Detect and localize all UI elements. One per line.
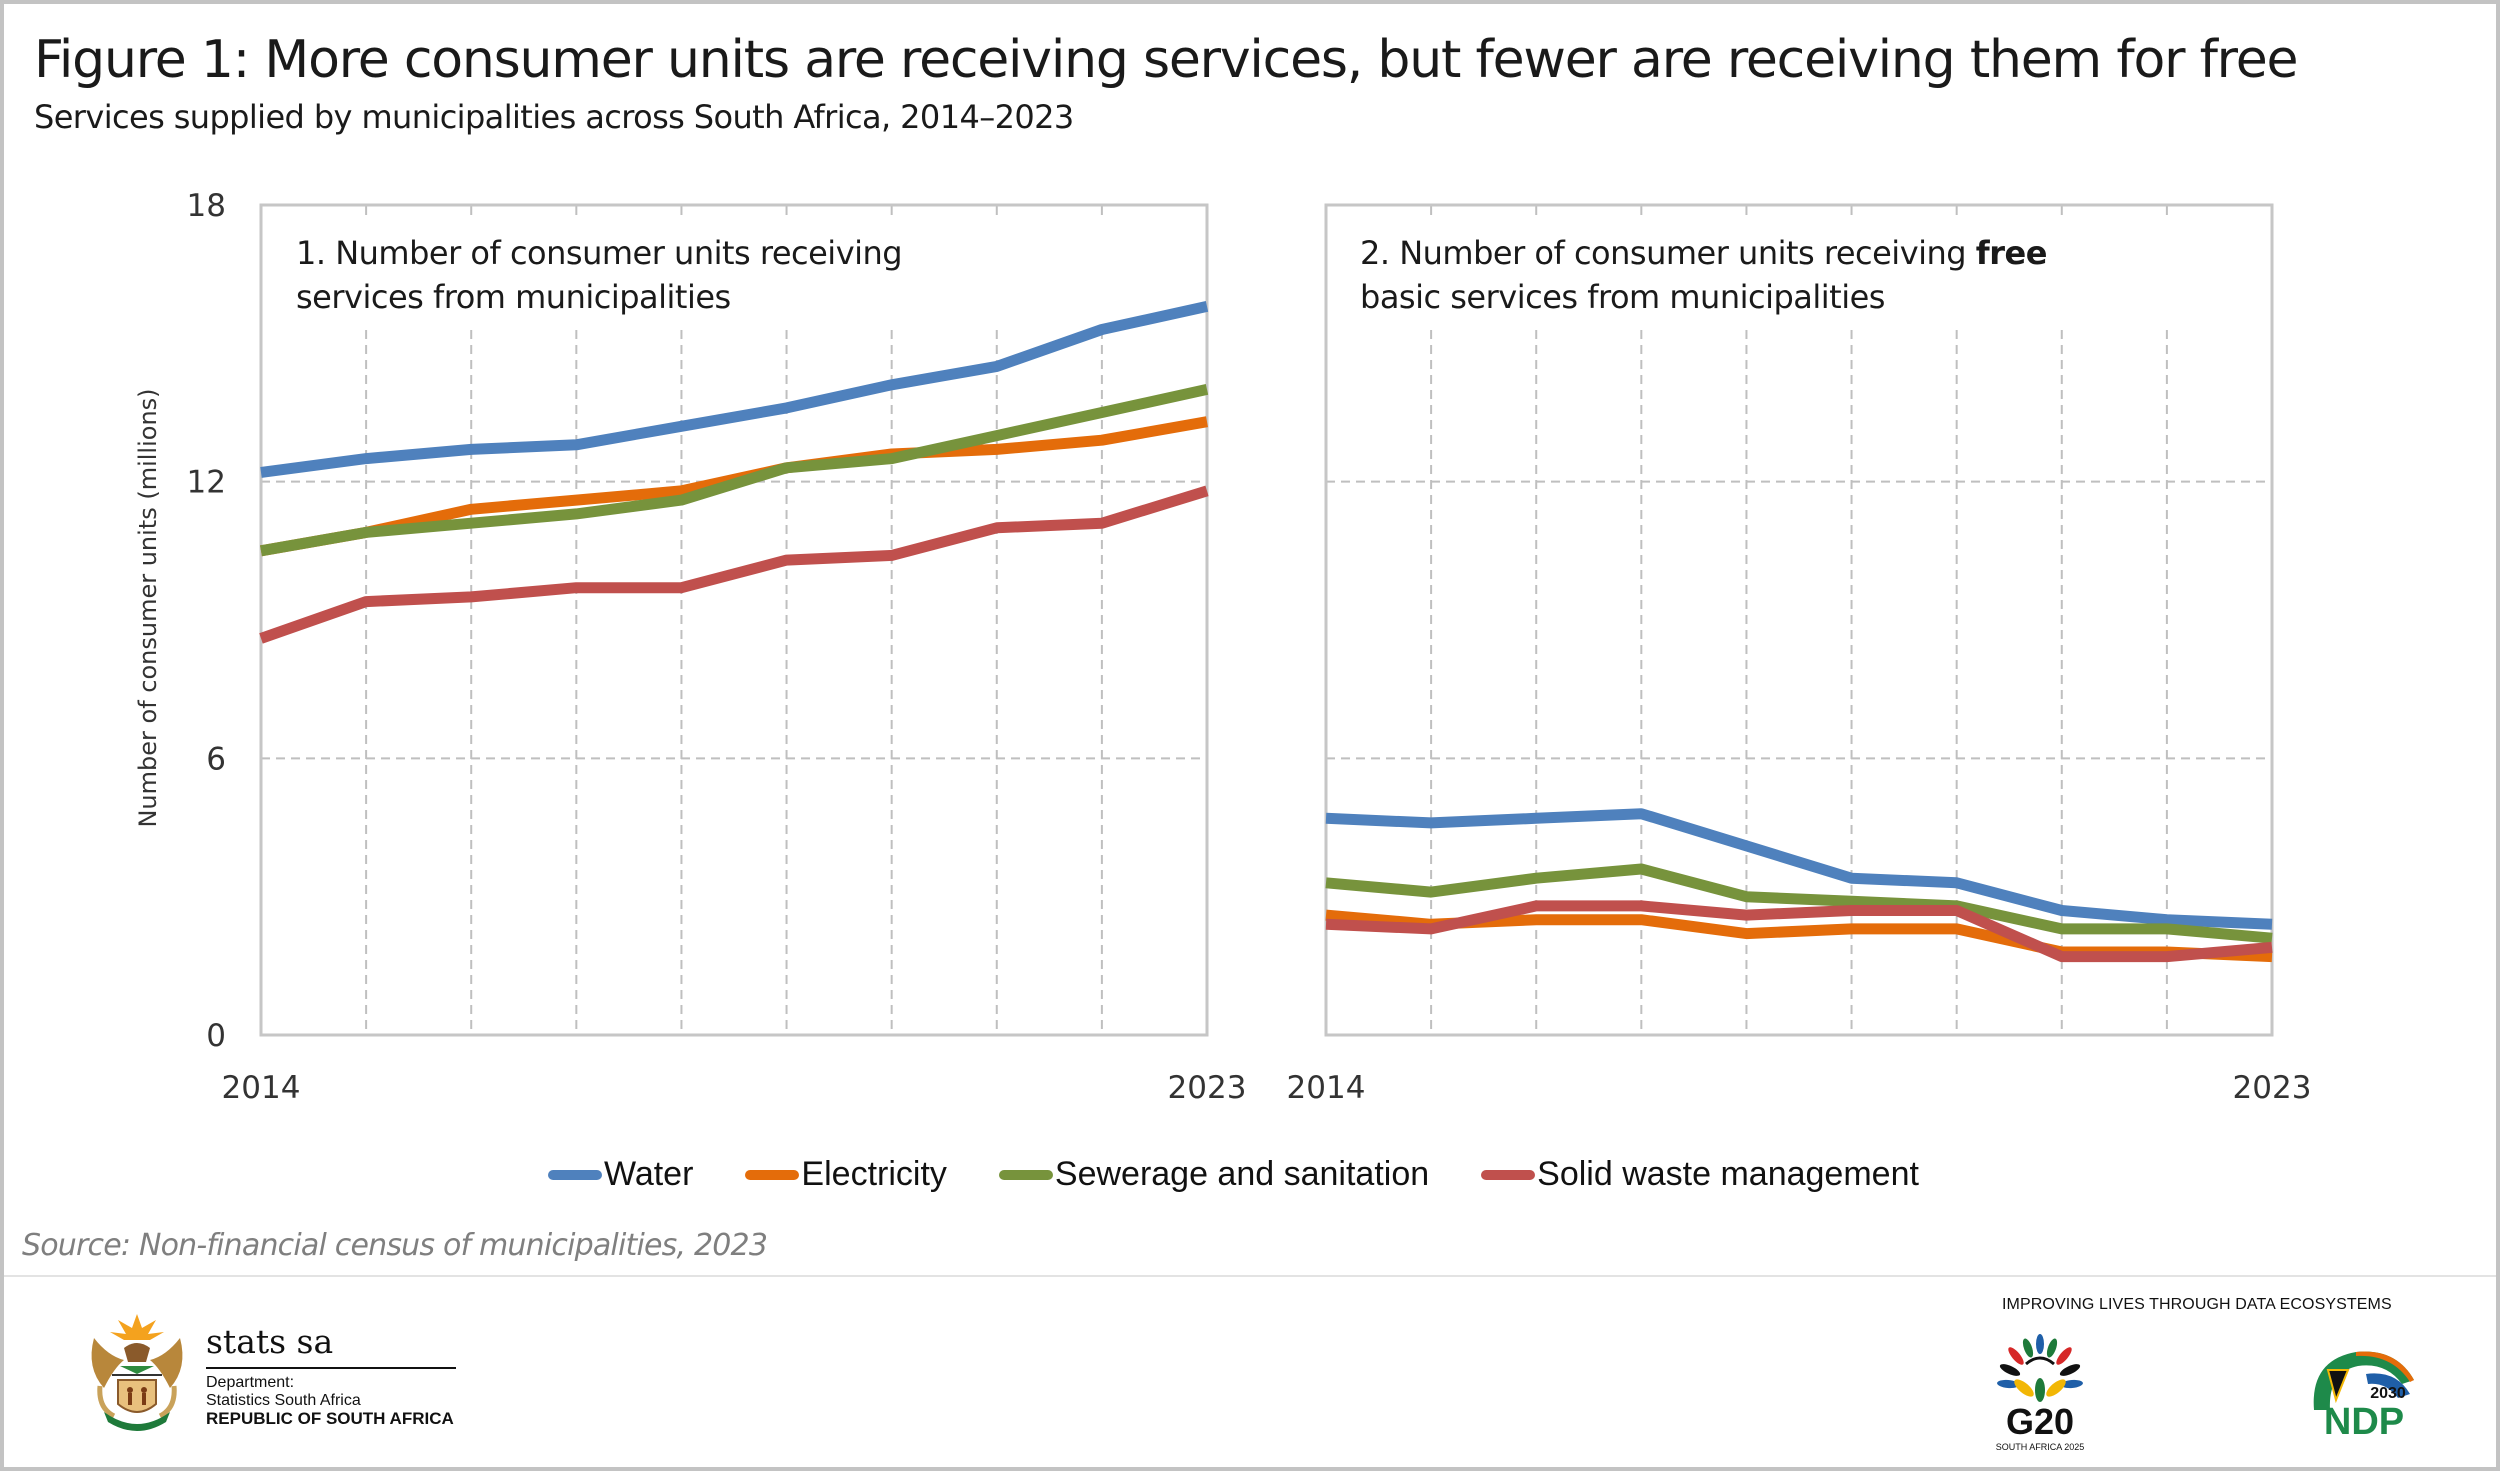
legend-item-water: Water (548, 1155, 693, 1194)
legend-label: Solid waste management (1537, 1155, 1919, 1193)
panel-title-bold: free (1976, 234, 2047, 272)
ndp-text: NDP (2324, 1401, 2404, 1438)
wordmark-underline (206, 1367, 456, 1369)
ndp-2030-logo: 2030 NDP (2313, 1351, 2414, 1438)
legend-item-sewerage: Sewerage and sanitation (998, 1155, 1430, 1194)
legend-swatch-solid-waste (1481, 1169, 1536, 1180)
legend: Water Electricity Sewerage and sanitatio… (548, 1155, 1971, 1194)
legend-swatch-sewerage (998, 1169, 1053, 1180)
department-block: Department: Statistics South Africa REPU… (206, 1374, 454, 1428)
x-tick-label: 2014 (222, 1070, 301, 1106)
panel-2-free-services: 2014 2023 2. Number of consumer units rece… (1287, 203, 2312, 1106)
y-tick-label: 0 (206, 1018, 226, 1054)
source-note: Source: Non-financial census of municipa… (22, 1228, 768, 1263)
legend-label: Electricity (801, 1155, 947, 1193)
series-line-water (1325, 808, 2273, 930)
plot-border (1324, 203, 2274, 1037)
stats-sa-wordmark: stats sa (206, 1322, 334, 1361)
x-tick-label: 2023 (1168, 1070, 1247, 1106)
legend-item-solid-waste: Solid waste management (1481, 1155, 1919, 1194)
series-line-sewerage (1325, 863, 2273, 944)
g20-text: G20 (2006, 1401, 2074, 1442)
panel-title-line-2: services from municipalities (296, 278, 731, 316)
panel-title-line-2: basic services from municipalities (1360, 278, 1885, 316)
series-line-water (260, 301, 1209, 478)
footer-divider (4, 1275, 2496, 1277)
country-name: REPUBLIC OF SOUTH AFRICA (206, 1409, 454, 1428)
tagline: IMPROVING LIVES THROUGH DATA ECOSYSTEMS (2002, 1296, 2392, 1313)
y-axis-title: Number of consumer units (millions) (134, 388, 162, 827)
x-tick-label: 2023 (2233, 1070, 2312, 1106)
panel-title-line-1: 2. Number of consumer units receiving fr… (1360, 234, 2047, 272)
ndp-year: 2030 (2370, 1385, 2406, 1402)
legend-swatch-water (548, 1169, 602, 1180)
series-line-solid-waste (1325, 900, 2273, 963)
department-label: Department: (206, 1374, 295, 1391)
panel-title-text: 2. Number of consumer units receiving (1360, 234, 1976, 272)
legend-label: Water (604, 1155, 694, 1193)
panel-title-line-1: 1. Number of consumer units receiving (296, 234, 902, 272)
legend-item-electricity: Electricity (745, 1155, 947, 1194)
coat-of-arms-logo (91, 1314, 183, 1431)
figure-subtitle: Services supplied by municipalities acro… (34, 98, 1074, 136)
figure-title: Figure 1: More consumer units are receiv… (34, 30, 2299, 90)
y-tick-label: 6 (206, 741, 226, 777)
plot-border (259, 203, 1209, 1037)
y-tick-label: 12 (187, 465, 226, 501)
series-line-solid-waste (259, 485, 1209, 644)
department-name: Statistics South Africa (206, 1392, 361, 1409)
g20-logo: G20 SOUTH AFRICA 2025 (1996, 1334, 2085, 1452)
series-line-sewerage (260, 384, 1209, 557)
x-tick-label: 2014 (1287, 1070, 1366, 1106)
legend-swatch-electricity (745, 1169, 800, 1180)
legend-label: Sewerage and sanitation (1054, 1155, 1430, 1193)
y-tick-label: 18 (187, 188, 226, 224)
panel-1-total-services: 0 6 12 18 2014 2023 1. Number of consumer unit… (187, 188, 1247, 1106)
g20-subtext: SOUTH AFRICA 2025 (1996, 1442, 2085, 1452)
